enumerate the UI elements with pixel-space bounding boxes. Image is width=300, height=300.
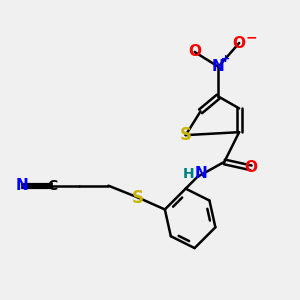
Text: N: N xyxy=(194,166,207,181)
Text: C: C xyxy=(47,179,57,193)
Text: O: O xyxy=(244,160,258,175)
Text: S: S xyxy=(132,189,144,207)
Text: N: N xyxy=(212,59,225,74)
Text: O: O xyxy=(233,35,246,50)
Text: N: N xyxy=(16,178,28,193)
Text: H: H xyxy=(183,167,194,181)
Text: S: S xyxy=(180,126,192,144)
Text: +: + xyxy=(221,54,230,64)
Text: O: O xyxy=(188,44,201,59)
Text: −: − xyxy=(245,30,257,44)
